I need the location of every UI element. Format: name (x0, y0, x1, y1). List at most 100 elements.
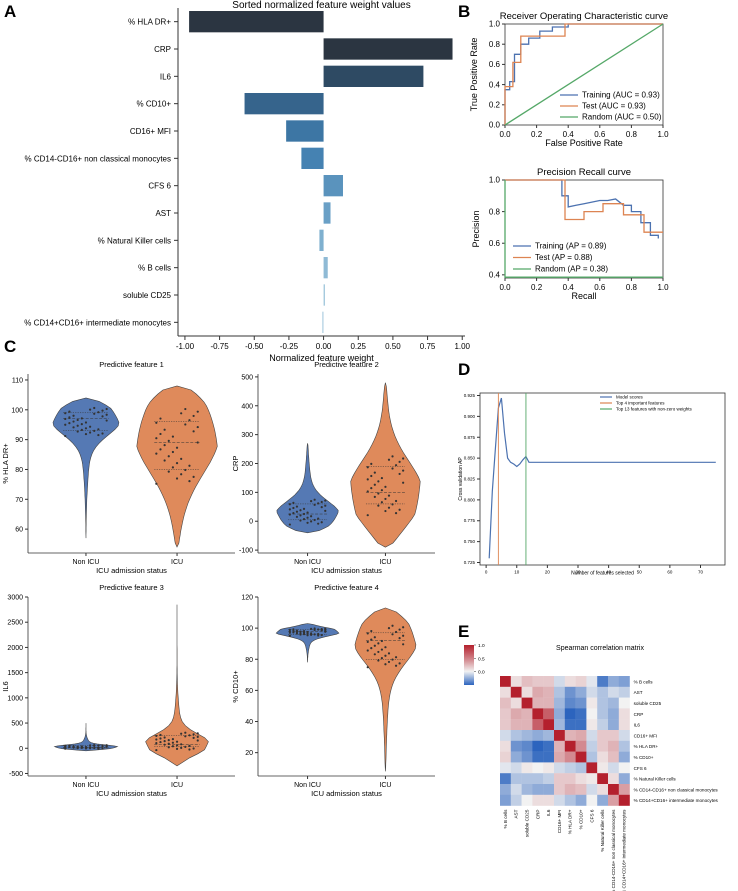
heatmap-cell (521, 773, 533, 785)
y-tick-label: 110 (12, 377, 23, 384)
swarm-point (93, 406, 96, 410)
legend-label: Test (AUC = 0.93) (582, 102, 646, 111)
plot-frame (479, 392, 726, 566)
row-label: % HLA DR+ (634, 744, 659, 749)
swarm-point (295, 632, 299, 635)
bar (322, 311, 324, 333)
y-tick-label: -100 (239, 548, 253, 555)
heatmap-cell (500, 794, 511, 806)
swarm-point (387, 652, 391, 655)
swarm-point (196, 410, 199, 413)
heatmap-cell (586, 794, 598, 806)
y-tick-label: 0.800 (464, 497, 476, 502)
swarm-point (89, 744, 92, 747)
swarm-point (387, 506, 391, 509)
series-line (505, 179, 659, 239)
heatmap-cell (543, 708, 555, 720)
heatmap-cell (500, 697, 511, 709)
x-tick-label: 0.00 (316, 342, 332, 351)
heatmap-cell (618, 708, 630, 720)
x-tick-label: 70 (698, 570, 704, 575)
swarm-point (184, 423, 187, 426)
series-line (504, 23, 663, 125)
swarm-point (370, 638, 373, 641)
legend-label: Model scores (616, 395, 644, 400)
heatmap-cell (575, 773, 587, 785)
legend-label: Random (AP = 0.38) (535, 265, 608, 274)
heatmap-cell (543, 762, 555, 774)
y-tick-label: 0.6 (489, 239, 501, 248)
heatmap-cell (554, 676, 565, 687)
panel-letter-c: C (4, 337, 16, 356)
swarm-point (366, 514, 369, 517)
heatmap-cell (608, 697, 619, 709)
swarm-point (377, 659, 380, 662)
swarm-point (391, 633, 394, 636)
swarm-point (380, 476, 383, 480)
swarm-point (370, 487, 373, 490)
heatmap-cell (618, 751, 630, 763)
swarm-point (184, 407, 187, 411)
heatmap-cell (554, 773, 565, 785)
swarm-point (105, 407, 108, 411)
heatmap-cell (510, 686, 522, 698)
violin-title: Predictive feature 2 (314, 360, 379, 369)
swarm-point (64, 417, 67, 421)
series-line (504, 180, 663, 278)
swarm-point (373, 495, 376, 498)
y-tick-label: 1.0 (489, 176, 501, 185)
y-tick-label: 1.0 (489, 20, 501, 29)
x-tick-label: 0.25 (350, 342, 366, 351)
heatmap-cell (618, 740, 630, 752)
category-label: IL6 (160, 72, 172, 81)
panel-letter-b: B (458, 2, 470, 21)
heatmap-cell (532, 686, 544, 698)
swarm-point (288, 508, 291, 511)
swarm-point (93, 744, 96, 747)
swarm-point (155, 437, 158, 440)
swarm-point (64, 434, 67, 438)
x-axis-label: Normalized feature weight (269, 353, 374, 363)
heatmap-cell (597, 676, 609, 687)
swarm-point (167, 746, 170, 749)
heatmap-cell (554, 686, 565, 698)
swarm-point (295, 505, 299, 508)
swarm-point (302, 633, 306, 636)
heatmap-cell (618, 794, 630, 806)
swarm-point (175, 747, 179, 750)
swarm-point (366, 640, 369, 644)
heatmap-cell (532, 708, 544, 720)
swarm-point (80, 746, 83, 750)
swarm-point (302, 518, 306, 521)
y-tick-label: 100 (241, 490, 253, 497)
swarm-point (394, 464, 398, 467)
swarm-point (68, 416, 71, 419)
swarm-point (171, 450, 174, 454)
heatmap-cell (500, 784, 511, 795)
heatmap-cell (608, 794, 619, 806)
swarm-point (391, 624, 394, 627)
heatmap-cell (564, 740, 576, 752)
swarm-point (324, 509, 327, 512)
category-label: % CD14+CD16+ intermediate monocytes (24, 318, 171, 327)
swarm-point (192, 414, 195, 418)
swarm-point (394, 656, 398, 659)
swarm-point (384, 485, 387, 488)
category-label: ICU (379, 782, 391, 789)
swarm-point (97, 747, 100, 750)
heatmap-cell (575, 751, 587, 763)
y-tick-label: 0.900 (464, 414, 476, 419)
swarm-point (302, 631, 306, 634)
heatmap-cell (597, 784, 609, 795)
swarm-point (306, 632, 309, 635)
swarm-point (391, 455, 394, 458)
swarm-point (97, 744, 100, 747)
swarm-point (167, 742, 170, 745)
bar (189, 11, 324, 33)
category-label: ICU (171, 782, 183, 789)
y-tick-label: 0.8 (489, 40, 501, 49)
heatmap-cell (554, 784, 565, 795)
heatmap-cell (532, 773, 544, 785)
heatmap-cell (597, 686, 609, 698)
